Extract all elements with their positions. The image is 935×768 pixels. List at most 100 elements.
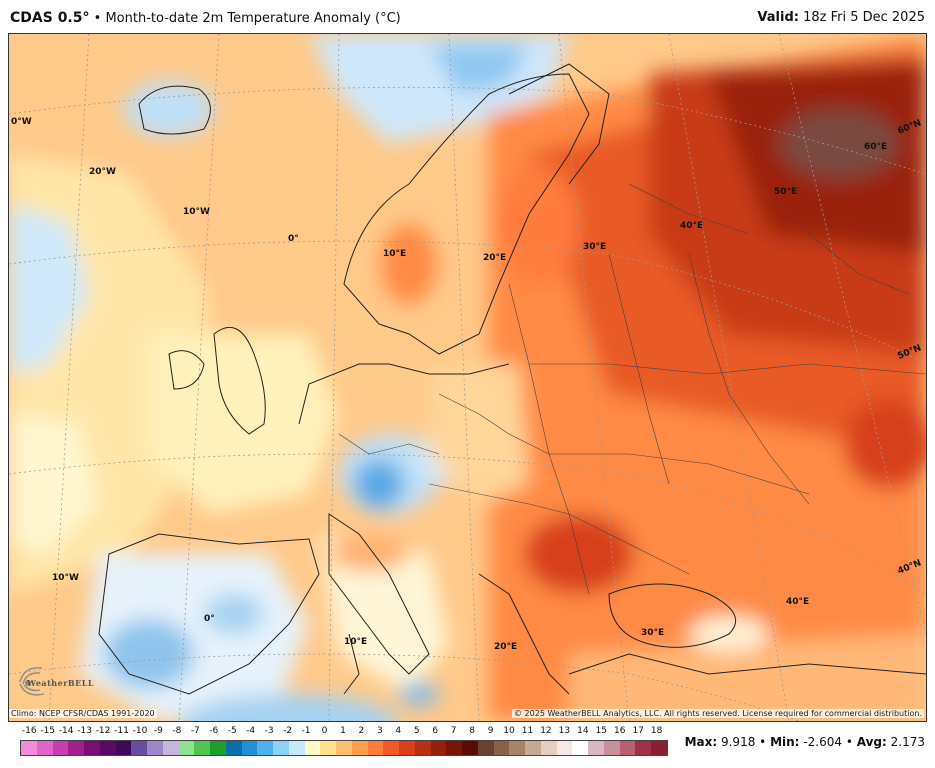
colorbar-label: -13 xyxy=(77,726,92,736)
meridian-label-40e-north: 40°E xyxy=(680,221,703,231)
colorbar-label: 2 xyxy=(358,726,365,736)
coastlines xyxy=(98,63,926,695)
colorbar-label: 8 xyxy=(469,726,475,736)
logo-text: WeatherBELL xyxy=(27,678,95,688)
model-name: CDAS 0.5° xyxy=(10,10,90,26)
colorbar-labels: -16 -15 -14 -13 -12 -11 -10 -9 -8 -7 -6 -5 -4 -3 -2 -1 0… xyxy=(20,726,666,739)
meridian-label-20e-north: 20°E xyxy=(483,253,506,263)
colorbar-segment xyxy=(572,741,588,755)
colorbar-label: 13 xyxy=(558,726,571,736)
colorbar-segment xyxy=(241,741,258,755)
colorbar-label: -9 xyxy=(153,726,163,736)
colorbar-segment xyxy=(36,741,53,755)
colorbar-label: -12 xyxy=(95,726,111,736)
copyright-note: © 2025 WeatherBELL Analytics, LLC. All r… xyxy=(512,709,924,718)
colorbar-segment xyxy=(351,741,368,755)
colorbar-segment xyxy=(194,741,210,755)
colorbar-segment xyxy=(225,741,242,755)
meridian-label-10e-south: 10°E xyxy=(344,637,367,647)
stats-separator-1: • xyxy=(759,735,767,749)
colorbar-segment xyxy=(336,741,352,755)
colorbar-segment xyxy=(21,741,37,755)
colorbar-label: -14 xyxy=(58,726,74,736)
colorbar-segment xyxy=(147,741,163,755)
weatherbell-logo-icon xyxy=(19,667,45,696)
colorbar-segment xyxy=(320,741,336,755)
colorbar-label: -7 xyxy=(190,726,200,736)
colorbar-segment xyxy=(540,741,557,755)
colorbar-label: -6 xyxy=(209,726,219,736)
colorbar-segment xyxy=(257,741,273,755)
colorbar-segment xyxy=(619,741,636,755)
colorbar-label: -11 xyxy=(114,726,129,736)
meridian-label-30e-north: 30°E xyxy=(583,242,606,252)
colorbar-segment xyxy=(52,741,69,755)
colorbar-segment xyxy=(383,741,399,755)
colorbar-label: -15 xyxy=(40,726,56,736)
valid-value: 18z Fri 5 Dec 2025 xyxy=(803,10,925,25)
colorbar-label: -8 xyxy=(172,726,182,736)
colorbar-segment xyxy=(178,741,195,755)
avg-value: 2.173 xyxy=(890,735,925,749)
valid-time: Valid: 18z Fri 5 Dec 2025 xyxy=(757,10,925,25)
meridian-label-0w-top: 0°W xyxy=(11,117,32,127)
colorbar-segment xyxy=(84,741,100,755)
colorbar-segment xyxy=(493,741,510,755)
colorbar-segment xyxy=(635,741,651,755)
graticule xyxy=(9,34,926,721)
colorbar-label: -16 xyxy=(21,726,37,736)
colorbar-label: 7 xyxy=(450,726,457,736)
meridian-label-0-south: 0° xyxy=(204,614,215,624)
colorbar-label: 12 xyxy=(540,726,552,736)
colorbar-label: 9 xyxy=(487,726,494,736)
colorbar-label: 0 xyxy=(321,726,328,736)
colorbar-label: 11 xyxy=(521,726,534,736)
colorbar-segment xyxy=(603,741,620,755)
country-borders xyxy=(338,183,926,595)
colorbar-label: -4 xyxy=(246,726,256,736)
colorbar xyxy=(20,740,668,756)
meridian-label-10w-north: 10°W xyxy=(183,207,210,217)
min-value: -2.604 xyxy=(803,735,842,749)
colorbar-label: 17 xyxy=(632,726,644,736)
colorbar-label: -1 xyxy=(301,726,311,736)
meridian-label-20e-south: 20°E xyxy=(494,642,517,652)
anomaly-map: 0°W 20°W 10°W 0° 10°E 20°E 30°E 40°E 50°… xyxy=(8,33,927,722)
colorbar-label: -3 xyxy=(264,726,274,736)
colorbar-label: 4 xyxy=(395,726,402,736)
colorbar-segment xyxy=(304,741,321,755)
colorbar-segment xyxy=(430,741,447,755)
max-value: 9.918 xyxy=(720,735,756,749)
colorbar-label: 1 xyxy=(340,726,346,736)
colorbar-label: 15 xyxy=(595,726,607,736)
colorbar-segment xyxy=(462,741,478,755)
meridian-label-20w: 20°W xyxy=(89,167,116,177)
colorbar-label: -2 xyxy=(283,726,293,736)
colorbar-label: 10 xyxy=(503,726,515,736)
title-bar: CDAS 0.5° • Month-to-date 2m Temperature… xyxy=(0,0,935,34)
map-description: Month-to-date 2m Temperature Anomaly (°C… xyxy=(105,11,401,26)
colorbar-segment xyxy=(367,741,384,755)
meridian-label-10w-south: 10°W xyxy=(52,573,79,583)
anomaly-field xyxy=(9,34,926,721)
meridian-label-0-north: 0° xyxy=(288,234,299,244)
colorbar-label: -5 xyxy=(227,726,237,736)
meridian-label-10e-north: 10°E xyxy=(383,249,406,259)
colorbar-segment xyxy=(588,741,604,755)
colorbar-label: 18 xyxy=(650,726,663,736)
colorbar-segment xyxy=(288,741,305,755)
min-label: Min: xyxy=(770,735,800,749)
meridian-label-30e-south: 30°E xyxy=(641,628,664,638)
colorbar-label: 5 xyxy=(413,726,420,736)
colorbar-label: -10 xyxy=(132,726,148,736)
colorbar-segment xyxy=(477,741,494,755)
meridian-label-60e: 60°E xyxy=(864,142,887,152)
colorbar-segment xyxy=(99,741,116,755)
meridian-label-40e-south: 40°E xyxy=(786,597,809,607)
colorbar-segment xyxy=(210,741,226,755)
map-title: CDAS 0.5° • Month-to-date 2m Temperature… xyxy=(10,10,401,26)
valid-label: Valid: xyxy=(757,10,799,25)
max-label: Max: xyxy=(684,735,718,749)
colorbar-label: 16 xyxy=(614,726,626,736)
colorbar-label: 6 xyxy=(432,726,439,736)
